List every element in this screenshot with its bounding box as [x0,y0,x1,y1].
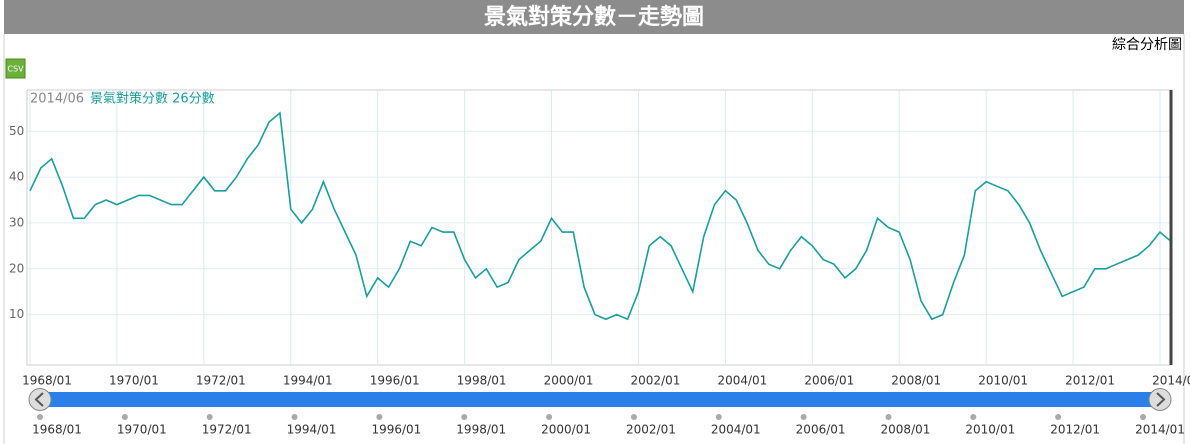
data-line [29,111,1172,321]
x-tick-label: 1972/01 [196,374,246,388]
navigator-dot [461,414,468,420]
navigator-label: 1972/01 [202,423,252,437]
csv-button-label[interactable]: CSV [7,65,24,74]
tooltip-text: 景氣對策分數 26分數 [90,91,215,107]
left-arrow [34,392,44,407]
navigator-dot [121,414,128,420]
navigator-label: 1998/01 [456,423,506,437]
y-tick-label: 10 [9,307,24,321]
navigator-label: 2004/01 [711,423,761,437]
navigator-dot [630,414,637,420]
navigator-label: 2006/01 [796,423,846,437]
tooltip-date: 2014/06 [30,92,84,107]
x-tick-label: 2006/01 [804,374,854,388]
navigator-dot [37,414,43,420]
navigator-right-button[interactable] [1148,388,1172,411]
navigator-label: 1996/01 [371,423,421,437]
plot-area [26,89,1173,366]
header-bar [4,0,1184,34]
x-tick-label: 2000/01 [544,374,594,388]
y-tick-label: 30 [9,215,24,229]
navigator-label: 2012/01 [1050,423,1100,437]
chart-title: 景氣對策分數－走勢圖 [484,4,704,30]
navigator-dot [970,414,977,420]
navigator-label: 2008/01 [881,423,931,437]
right-arrow [1156,392,1166,407]
navigator-dot [1140,414,1146,420]
navigator-label: 2002/01 [626,423,676,437]
navigator-label: 1994/01 [287,423,337,437]
navigator-label: 2014/01 [1135,423,1185,437]
navigator-dot [376,414,383,420]
navigator-dot [291,414,298,420]
navigator-dot [546,414,553,420]
csv-button[interactable] [5,58,26,79]
x-tick-label: 1968/01 [22,374,72,388]
x-tick-label: 1996/01 [370,374,420,388]
y-tick-label: 40 [9,170,24,184]
navigator-dot [800,414,807,420]
y-tick-label: 20 [9,261,24,275]
navigator-left-button[interactable] [28,388,52,411]
navigator-dot [715,414,722,420]
x-tick-label: 2008/01 [891,374,941,388]
analysis-link[interactable]: 綜合分析圖 [1112,37,1182,53]
x-tick-label: 1994/01 [283,374,333,388]
navigator-label: 2000/01 [541,423,591,437]
navigator-label: 2010/01 [965,423,1015,437]
x-tick-label: 1998/01 [457,374,507,388]
navigator-bar[interactable] [40,392,1160,407]
navigator-dot [885,414,892,420]
y-tick-label: 50 [9,124,24,138]
x-tick-label: 2002/01 [631,374,681,388]
navigator-dot [1055,414,1062,420]
x-tick-label: 2004/01 [717,374,767,388]
x-tick-label: 2010/01 [978,374,1028,388]
navigator-label: 1968/01 [32,423,82,437]
x-tick-label: 2012/01 [1065,374,1115,388]
x-tick-label: 1970/01 [109,374,159,388]
x-tick-label: 2014/01 [1152,374,1190,388]
navigator-dot [206,414,213,420]
navigator-label: 1970/01 [117,423,167,437]
